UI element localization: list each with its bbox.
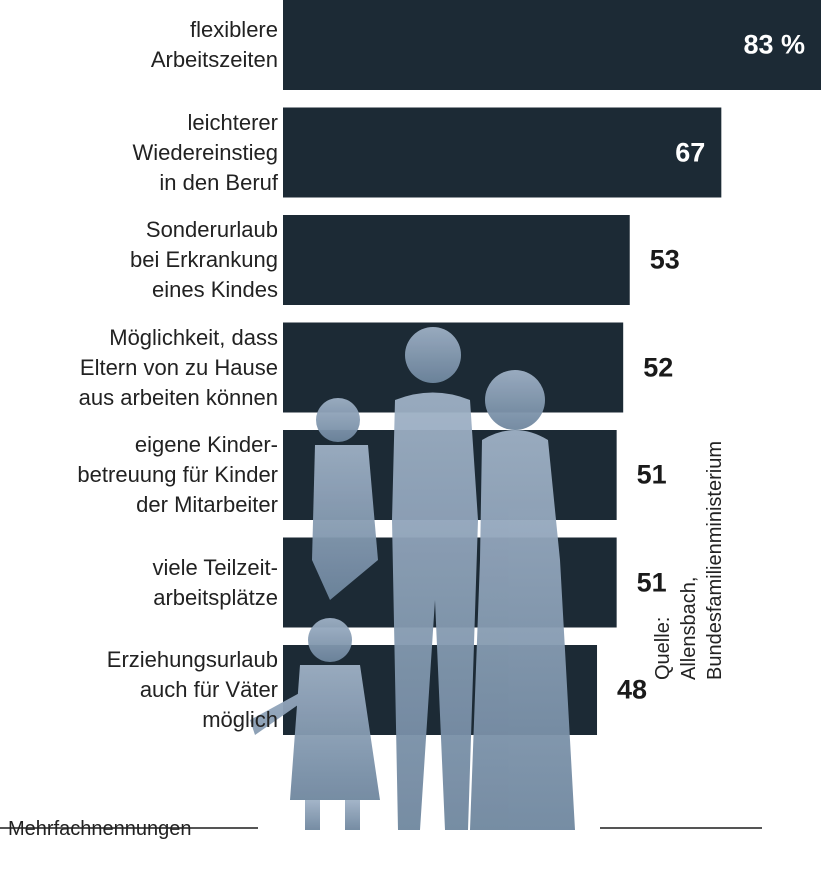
category-label: Erziehungsurlaub auch für Väter möglich (0, 645, 278, 735)
category-label: flexiblere Arbeitszeiten (0, 15, 278, 75)
category-label: Sonderurlaub bei Erkrankung eines Kindes (0, 215, 278, 305)
bar (283, 108, 721, 198)
value-label: 53 (650, 245, 680, 276)
value-label: 83 % (743, 30, 805, 61)
category-label: Möglichkeit, dass Eltern von zu Hause au… (0, 323, 278, 413)
chart: flexiblere Arbeitszeiten 83 % leichterer W… (0, 0, 821, 870)
bar (283, 215, 630, 305)
value-label: 48 (617, 675, 647, 706)
footnote: Mehrfachnennungen (8, 818, 191, 841)
bar (283, 0, 821, 90)
source: Quelle: Allensbach, Bundesfamilienminist… (650, 350, 728, 680)
value-label: 67 (675, 137, 705, 168)
category-label: eigene Kinder- betreuung für Kinder der … (0, 430, 278, 520)
category-label: leichterer Wiedereinstieg in den Beruf (0, 108, 278, 198)
category-label: viele Teilzeit- arbeitsplätze (0, 553, 278, 613)
